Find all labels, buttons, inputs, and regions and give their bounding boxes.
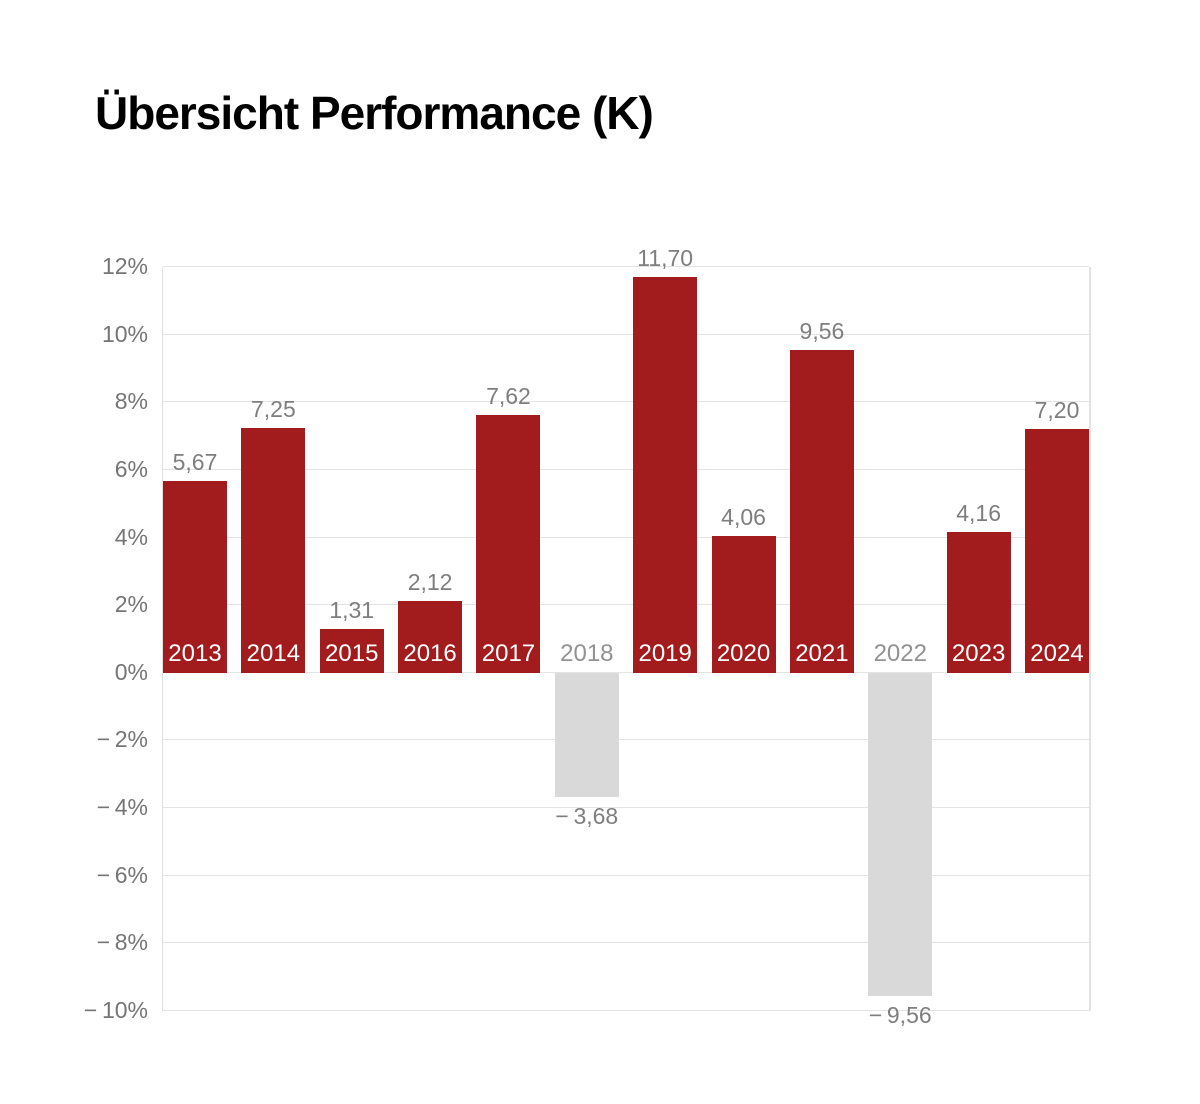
bar-2015 bbox=[319, 628, 384, 673]
bar-2016 bbox=[398, 601, 463, 673]
gridline bbox=[163, 468, 1089, 470]
bar-value-label: − 3,68 bbox=[555, 803, 619, 830]
bar-column-2019: 2019 11,70 bbox=[633, 247, 698, 1011]
bar-column-2021: 2021 9,56 bbox=[789, 267, 854, 1011]
bar-year-label: 2014 bbox=[246, 639, 301, 667]
bar-column-2024: 2024 7,20 bbox=[1025, 267, 1089, 1011]
bar-2021 bbox=[789, 349, 854, 673]
bar-year-label: 2015 bbox=[325, 639, 379, 667]
y-axis-tick-label: − 6% bbox=[96, 861, 148, 888]
y-axis-tick-label: 0% bbox=[114, 658, 148, 685]
bar-2018 bbox=[554, 672, 619, 798]
bar-value-label: 7,25 bbox=[250, 395, 296, 422]
y-axis-tick-label: − 8% bbox=[96, 929, 148, 956]
bar-value-label: 4,06 bbox=[721, 503, 766, 530]
bar-value-label: 1,31 bbox=[329, 596, 375, 623]
bar-value-label: 2,12 bbox=[407, 569, 453, 596]
bar-column-2020: 2020 4,06 bbox=[711, 267, 776, 1011]
y-axis-tick-label: 10% bbox=[101, 320, 148, 347]
bar-year-label: 2021 bbox=[795, 639, 849, 667]
bar-year-label: 2017 bbox=[481, 639, 536, 667]
bar-chart-plot-area: 12% 10% 8% 6% 4% 2% 0% − 2% − 4% − 6% − 8% − 10% 20… bbox=[84, 247, 1091, 1027]
bar-year-label: 2018 bbox=[560, 639, 614, 667]
bar-year-label: 2023 bbox=[951, 639, 1006, 667]
chart-title: Übersicht Performance (K) bbox=[95, 87, 654, 139]
bar-value-label: 11,70 bbox=[637, 245, 694, 272]
bar-value-label: 7,20 bbox=[1034, 397, 1080, 424]
bar-column-2023: 2023 4,16 bbox=[946, 267, 1011, 1011]
bar-column-2016: 2016 2,12 bbox=[398, 267, 463, 1011]
bar-2023 bbox=[946, 532, 1011, 673]
bar-value-label: 4,16 bbox=[956, 500, 1002, 527]
bar-2017 bbox=[476, 415, 541, 673]
gridline bbox=[163, 536, 1089, 538]
y-axis-tick-label: 6% bbox=[114, 455, 148, 482]
bar-value-label: − 9,56 bbox=[868, 1002, 932, 1029]
bar-column-2014: 2014 7,25 bbox=[241, 267, 306, 1011]
gridline bbox=[163, 807, 1089, 809]
bar-column-2017: 2017 7,62 bbox=[476, 267, 541, 1011]
gridline bbox=[163, 739, 1089, 741]
gridline bbox=[163, 401, 1089, 403]
bar-value-label: 9,56 bbox=[799, 317, 845, 344]
gridline bbox=[163, 671, 1089, 673]
bar-column-2015: 2015 1,31 bbox=[319, 267, 384, 1011]
y-axis-tick-label: 4% bbox=[114, 523, 148, 550]
y-axis-tick-label: 2% bbox=[114, 591, 148, 618]
gridline bbox=[163, 604, 1089, 606]
bar-2014 bbox=[241, 427, 306, 673]
gridline bbox=[163, 942, 1089, 944]
bar-2013 bbox=[163, 481, 227, 673]
bar-value-label: 7,62 bbox=[486, 383, 531, 410]
bar-2020 bbox=[711, 535, 776, 673]
y-axis-tick-label: − 4% bbox=[96, 794, 148, 821]
bar-year-label: 2024 bbox=[1030, 639, 1084, 667]
y-axis-tick-label: 12% bbox=[101, 252, 148, 279]
bar-column-2018: 2018 − 3,68 bbox=[554, 267, 619, 1011]
bar-year-label: 2020 bbox=[716, 639, 771, 667]
y-axis-tick-label: 8% bbox=[114, 388, 148, 415]
bar-2019 bbox=[633, 277, 698, 673]
bar-year-label: 2016 bbox=[403, 639, 457, 667]
bar-value-label: 5,67 bbox=[172, 449, 218, 476]
gridline bbox=[163, 1010, 1089, 1011]
y-axis-tick-label: − 2% bbox=[96, 726, 148, 753]
bar-year-label: 2019 bbox=[638, 639, 692, 667]
gridline bbox=[163, 333, 1089, 335]
bar-column-2022: 2022 − 9,56 bbox=[868, 267, 933, 1027]
gridline bbox=[163, 266, 1089, 267]
bar-2024 bbox=[1025, 429, 1089, 673]
gridline bbox=[163, 874, 1089, 876]
bar-2022 bbox=[868, 672, 933, 997]
bar-year-label: 2013 bbox=[168, 639, 222, 667]
y-axis-tick-label: − 10% bbox=[83, 996, 148, 1023]
bar-year-label: 2022 bbox=[873, 639, 927, 667]
bar-column-2013: 2013 5,67 bbox=[163, 267, 227, 1011]
